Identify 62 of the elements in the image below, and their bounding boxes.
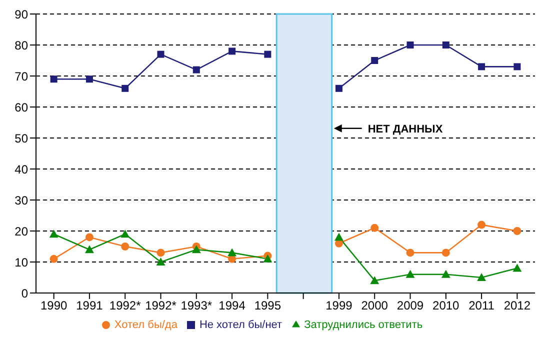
x-tick-label: 1990	[40, 298, 68, 313]
point	[264, 50, 272, 58]
x-tick-label: 1999	[326, 298, 353, 313]
point	[156, 258, 166, 266]
point	[371, 57, 378, 64]
point	[192, 245, 201, 254]
point	[192, 66, 200, 74]
x-tick-label: 1995	[254, 298, 282, 313]
x-tick-label: 1992*	[109, 298, 142, 313]
y-tick-label: 30	[14, 193, 28, 208]
y-tick-label: 0	[21, 286, 28, 300]
point	[442, 248, 450, 257]
y-tick-label: 10	[14, 255, 28, 270]
x-tick-label: 2010	[432, 298, 460, 313]
point	[478, 63, 486, 70]
point	[514, 63, 521, 70]
point	[441, 270, 450, 278]
point	[513, 227, 522, 235]
point	[86, 76, 93, 83]
x-tick-label: 1992*	[145, 298, 177, 313]
point	[406, 42, 414, 48]
point	[122, 84, 129, 92]
point	[263, 254, 272, 262]
legend-label: Затруднились ответить	[304, 319, 423, 331]
x-tick-label: 2012	[504, 298, 531, 313]
x-tick-label: 1991	[76, 298, 104, 313]
y-tick-label: 20	[14, 224, 28, 238]
band-label: НЕТ ДАННЫХ	[368, 123, 444, 136]
point	[156, 248, 165, 257]
point	[442, 42, 450, 48]
point	[406, 270, 415, 278]
point	[228, 48, 236, 55]
point	[49, 230, 58, 238]
point	[121, 242, 130, 250]
y-tick-label: 90	[14, 7, 28, 22]
x-tick-label: 1994	[218, 298, 246, 313]
point	[370, 224, 379, 232]
y-tick-label: 50	[14, 131, 28, 146]
y-tick-label: 40	[14, 162, 28, 176]
x-tick-label: 2000	[361, 298, 388, 313]
x-tick-label: 2009	[396, 298, 424, 313]
legend-label: Хотел бы/да	[114, 319, 178, 331]
point	[228, 248, 237, 256]
y-tick-label: 70	[14, 69, 28, 84]
point	[477, 273, 486, 281]
point	[406, 248, 414, 257]
legend-label: Не хотел бы/нет	[199, 319, 282, 331]
point	[50, 76, 58, 83]
point	[84, 245, 94, 254]
x-tick-label: 1993*	[180, 298, 212, 313]
point	[157, 50, 164, 58]
point	[478, 220, 486, 229]
point	[334, 232, 344, 241]
point	[85, 233, 94, 242]
point	[120, 230, 130, 238]
point	[370, 276, 380, 284]
x-tick-label: 2011	[468, 298, 495, 313]
point	[50, 254, 58, 263]
y-tick-label: 80	[14, 38, 28, 52]
point	[335, 84, 342, 92]
y-tick-label: 60	[14, 100, 28, 114]
point	[512, 264, 522, 272]
